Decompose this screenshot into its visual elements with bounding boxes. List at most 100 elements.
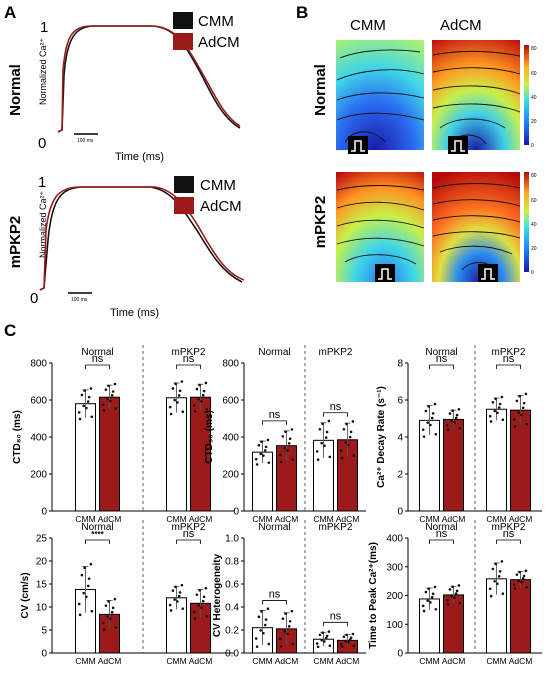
chart4-point-mpkp2-cmm-0: [181, 607, 185, 610]
chart4-ytick-label-5: 25: [36, 534, 48, 545]
chart1-point-mpkp2-cmm-3: [180, 380, 184, 383]
chart2-point-normal-adcm-9: [283, 446, 287, 450]
chart2-ytick-label-1: 200: [222, 470, 239, 481]
chart1-point-mpkp2-cmm-1: [171, 387, 175, 390]
chart5-xtick-label-mpkp2-adcm: AdCM: [336, 656, 360, 666]
trace-line-cmm-mpkp2: [39, 186, 243, 291]
chart6-point-mpkp2-cmm-9: [493, 580, 497, 583]
chart1-point-mpkp2-cmm-9: [173, 398, 176, 402]
chart2-point-mpkp2-adcm-5: [348, 435, 352, 439]
trace-xlabel-mpkp2: Time (ms): [110, 307, 159, 319]
chart6-sig-label-normal: ns: [436, 528, 448, 540]
chart5-point-normal-cmm-0: [267, 642, 271, 646]
stimulus-icon-mpkp2-adcm: [478, 264, 498, 282]
chart5-point-normal-adcm-9: [283, 630, 287, 633]
chart2-xtick-label-mpkp2-adcm: AdCM: [336, 514, 360, 524]
chart4-group-title-normal: Normal: [81, 522, 113, 533]
chart6-ytick-label-3: 300: [386, 562, 403, 573]
chart3-ytick-label-1: 2: [397, 470, 403, 481]
chart6-point-normal-cmm-9: [426, 599, 430, 602]
chart6-ylabel: Time to Peak Ca²⁺(ms): [368, 542, 379, 649]
chart4-ytick-label-2: 10: [36, 603, 48, 614]
chart2-point-mpkp2-cmm-0: [328, 455, 332, 459]
chart3-ytick-label-2: 4: [397, 433, 403, 444]
chart6-point-normal-cmm-4: [421, 604, 425, 608]
colorbar-bottom-tick-40: 40: [531, 222, 537, 228]
chart5-point-normal-adcm-8: [288, 619, 292, 623]
chart3-point-mpkp2-cmm-5: [497, 406, 501, 409]
chart2-sig-label-mpkp2: ns: [330, 401, 342, 413]
chart6-point-mpkp2-adcm-8: [522, 574, 526, 578]
chart4-sig-label-normal: ****: [91, 530, 104, 539]
chart4-point-normal-cmm-5: [86, 584, 90, 588]
chart2-point-normal-cmm-9: [259, 452, 263, 456]
chart5-group-title-mpkp2: mPKP2: [319, 522, 353, 533]
chart1-point-normal-adcm-4: [101, 403, 105, 407]
colorbar-top-tick-60: 60: [531, 71, 537, 77]
chart5-ytick-label-4: 0.8: [225, 557, 239, 568]
chart6-point-mpkp2-cmm-3: [500, 560, 504, 563]
chart2-group-title-normal: Normal: [258, 347, 290, 358]
chart1-sig-bracket-mpkp2: [176, 364, 201, 369]
chart2-point-mpkp2-adcm-6: [345, 422, 348, 426]
chart5-point-normal-adcm-4: [278, 637, 282, 641]
chart6-point-mpkp2-adcm-7: [513, 587, 517, 590]
chart4-point-normal-cmm-3: [89, 562, 93, 566]
chart6-point-normal-adcm-8: [455, 589, 459, 593]
chart2-point-normal-cmm-4: [254, 457, 258, 461]
chart5-point-normal-adcm-6: [284, 612, 287, 615]
chart5-point-mpkp2-adcm-9: [344, 639, 348, 643]
chart3-sig-label-mpkp2: ns: [503, 353, 515, 365]
chart6-point-mpkp2-adcm-5: [521, 577, 525, 580]
chart3-ytick-label-0: 0: [397, 507, 403, 518]
stimulus-icon-normal-cmm: [348, 136, 368, 154]
colorbar-top-tick-0: 0: [531, 143, 534, 149]
chart6-xtick-label-mpkp2-cmm: CMM: [486, 656, 506, 666]
chart3-point-normal-cmm-9: [426, 421, 430, 424]
chart1-ytick-label-3: 600: [30, 396, 47, 407]
map-row-label-mpkp2: mPKP2: [312, 196, 329, 249]
chart4-point-normal-adcm-1: [104, 604, 108, 607]
chart5-sig-label-normal: ns: [269, 588, 281, 600]
chart6-point-normal-adcm-1: [448, 588, 452, 591]
chart2-point-normal-adcm-5: [287, 442, 291, 445]
legend-swatch-adcm-normal: [173, 33, 193, 50]
chart4-xtick-label-normal-cmm: CMM: [75, 656, 95, 666]
chart4-point-normal-adcm-8: [111, 606, 115, 610]
map-column-label-cmm: CMM: [350, 17, 386, 34]
chart2-point-mpkp2-adcm-4: [339, 448, 343, 452]
chart6-point-mpkp2-adcm-6: [518, 570, 521, 574]
chart3-point-mpkp2-adcm-5: [521, 406, 525, 410]
chart4-point-mpkp2-cmm-9: [173, 598, 176, 601]
chart1-point-normal-cmm-9: [82, 404, 85, 408]
legend-label-adcm-mpkp2: AdCM: [200, 198, 242, 215]
chart2-ytick-label-2: 400: [222, 433, 239, 444]
chart6-point-normal-cmm-5: [430, 595, 434, 599]
colorbar-bottom-tick-80: 80: [531, 173, 537, 179]
chart1-ytick-label-1: 200: [30, 470, 47, 481]
chart2-ylabel: CTD₃₀ (ms): [204, 410, 215, 464]
chart5-point-normal-cmm-8: [264, 618, 268, 621]
trace-line-adcm-normal: [57, 25, 241, 133]
trace-row-label-mpkp2: mPKP2: [7, 216, 24, 269]
chart1-point-mpkp2-cmm-2: [176, 401, 179, 404]
chart1-point-normal-adcm-9: [106, 397, 109, 401]
chart2-point-normal-cmm-5: [263, 449, 267, 452]
trace-panel-normal: Normal 1 0 Normalized Ca²⁺ 100 ms Time (…: [7, 12, 241, 163]
colorbar-top-tick-20: 20: [531, 119, 537, 125]
chart3-bar-normal-adcm: [443, 418, 464, 512]
chart6-bar-mpkp2-adcm: [510, 579, 531, 654]
chart5-ytick-label-0: 0.0: [225, 649, 239, 660]
legend-label-cmm-mpkp2: CMM: [200, 177, 236, 194]
trace-scalebar-label-mpkp2: 100 ms: [71, 297, 88, 303]
chart4-point-normal-cmm-8: [87, 577, 91, 580]
chart3-point-normal-adcm-9: [450, 419, 454, 423]
chart1-point-mpkp2-cmm-4: [168, 405, 172, 409]
chart5-point-mpkp2-adcm-6: [345, 633, 348, 637]
chart2-point-mpkp2-cmm-3: [327, 419, 331, 423]
chart2-point-mpkp2-cmm-8: [325, 430, 329, 434]
chart5-point-mpkp2-cmm-3: [327, 630, 331, 633]
panel-letter-c: C: [4, 321, 16, 340]
legend-label-cmm-normal: CMM: [198, 13, 234, 30]
chart1-point-mpkp2-cmm-6: [174, 382, 177, 386]
